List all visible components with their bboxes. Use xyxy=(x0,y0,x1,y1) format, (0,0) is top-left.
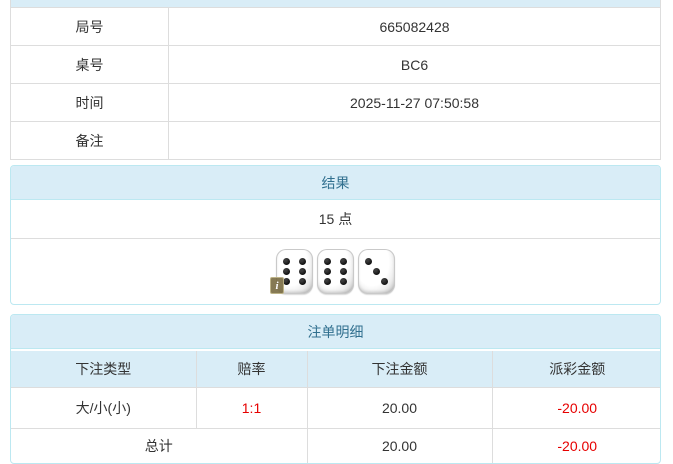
dice-group: i xyxy=(270,249,397,294)
page-content: 局号 665082428 桌号 BC6 时间 2025-11-27 07:50:… xyxy=(10,0,661,464)
table-row: 局号 665082428 xyxy=(10,7,661,46)
total-label: 总计 xyxy=(11,427,308,463)
bet-row: 大/小(小) 1:1 20.00 -20.00 xyxy=(11,386,660,429)
dice-row: i xyxy=(11,239,660,304)
time-value: 2025-11-27 07:50:58 xyxy=(168,83,661,122)
col-bet-type: 下注类型 xyxy=(11,351,197,388)
die-pip xyxy=(283,278,290,285)
result-panel-title: 结果 xyxy=(11,166,660,200)
die-pip xyxy=(299,268,306,275)
result-panel: 结果 15 点 i xyxy=(10,165,661,305)
round-number-label: 局号 xyxy=(10,7,169,46)
table-row: 桌号 BC6 xyxy=(10,45,661,84)
col-bet-amount: 下注金额 xyxy=(306,351,493,388)
bet-details-panel: 注单明细 下注类型 赔率 下注金额 派彩金额 大/小(小) 1:1 20.00 … xyxy=(10,314,661,464)
round-number-value: 665082428 xyxy=(168,7,661,46)
table-row: 时间 2025-11-27 07:50:58 xyxy=(10,83,661,122)
die-pip xyxy=(324,278,331,285)
time-label: 时间 xyxy=(10,83,169,122)
die-pip xyxy=(324,268,331,275)
table-number-value: BC6 xyxy=(168,45,661,84)
col-odds: 赔率 xyxy=(195,351,308,388)
col-payout-amount: 派彩金额 xyxy=(491,351,660,388)
die-pip xyxy=(324,258,331,265)
remark-label: 备注 xyxy=(10,121,169,160)
result-points: 15 点 xyxy=(11,200,660,239)
die-pip xyxy=(299,258,306,265)
total-payout-amount: -20.00 xyxy=(491,427,660,463)
bet-details-table: 下注类型 赔率 下注金额 派彩金额 大/小(小) 1:1 20.00 -20.0… xyxy=(11,351,660,463)
game-info-table: 局号 665082428 桌号 BC6 时间 2025-11-27 07:50:… xyxy=(10,7,661,160)
die-pip xyxy=(365,258,372,265)
die-pip xyxy=(283,268,290,275)
bet-type-value: 大/小(小) xyxy=(11,386,197,429)
info-badge-icon: i xyxy=(270,277,284,294)
table-row: 备注 xyxy=(10,121,661,160)
remark-value xyxy=(168,121,661,160)
divider xyxy=(11,349,660,351)
table-header-row: 下注类型 赔率 下注金额 派彩金额 xyxy=(11,351,660,388)
die-pip xyxy=(283,258,290,265)
die-pip xyxy=(373,268,380,275)
die-pip xyxy=(381,278,388,285)
die-6-icon: i xyxy=(270,249,313,294)
total-row: 总计 20.00 -20.00 xyxy=(11,427,660,463)
total-bet-amount: 20.00 xyxy=(306,427,493,463)
die-pip xyxy=(340,268,347,275)
die-6-icon xyxy=(317,249,354,294)
die-3-icon xyxy=(358,249,395,294)
top-header-strip xyxy=(10,0,661,7)
payout-amount-value: -20.00 xyxy=(491,386,660,429)
odds-value: 1:1 xyxy=(195,386,308,429)
table-number-label: 桌号 xyxy=(10,45,169,84)
die-pip xyxy=(340,258,347,265)
die-pip xyxy=(299,278,306,285)
bet-amount-value: 20.00 xyxy=(306,386,493,429)
die-pip xyxy=(340,278,347,285)
bet-details-title: 注单明细 xyxy=(11,315,660,349)
